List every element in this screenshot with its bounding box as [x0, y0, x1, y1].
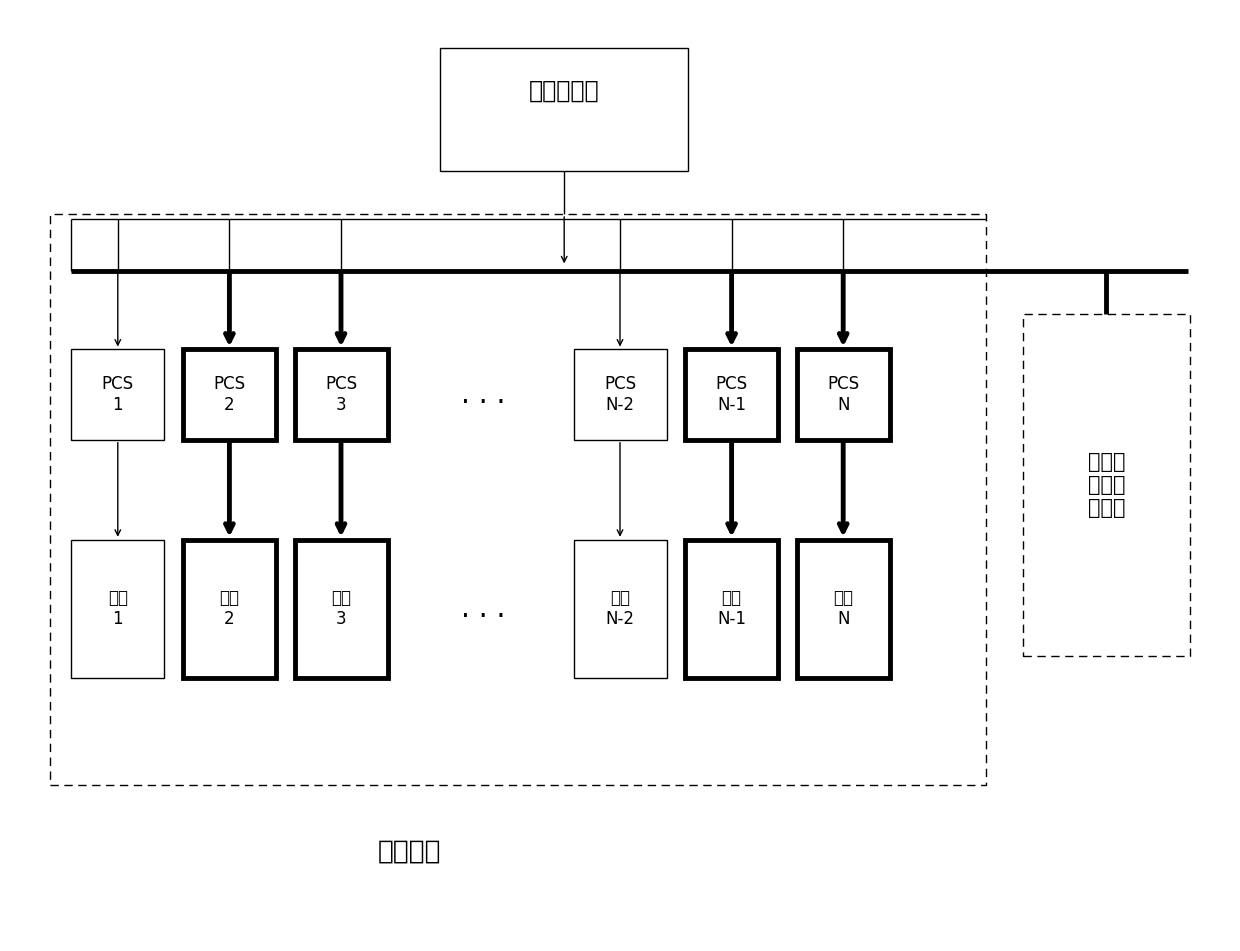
Text: PCS
N: PCS N: [827, 376, 859, 414]
Bar: [440, 48, 688, 171]
Bar: [184, 350, 275, 439]
Bar: [684, 540, 779, 677]
Bar: [71, 540, 164, 677]
Bar: [71, 350, 164, 439]
Bar: [50, 214, 986, 785]
Text: 电池
N: 电池 N: [833, 590, 853, 628]
Text: PCS
N-2: PCS N-2: [604, 376, 636, 414]
Bar: [295, 350, 387, 439]
Text: 电池
3: 电池 3: [331, 590, 351, 628]
Text: 电池
2: 电池 2: [219, 590, 239, 628]
Text: PCS
1: PCS 1: [102, 376, 134, 414]
Text: . . .: . . .: [461, 380, 506, 409]
Bar: [684, 350, 779, 439]
Text: . . .: . . .: [461, 594, 506, 623]
Bar: [573, 540, 667, 677]
Bar: [1023, 314, 1190, 656]
Text: 电池
N-1: 电池 N-1: [717, 590, 746, 628]
Text: 电池
1: 电池 1: [108, 590, 128, 628]
Text: PCS
N-1: PCS N-1: [715, 376, 748, 414]
Text: 储能单元: 储能单元: [377, 838, 441, 864]
Bar: [573, 350, 667, 439]
Text: 电池
N-2: 电池 N-2: [605, 590, 635, 628]
Bar: [295, 540, 387, 677]
Bar: [184, 540, 275, 677]
Bar: [797, 540, 890, 677]
Text: PCS
3: PCS 3: [325, 376, 357, 414]
Text: 储能控制器: 储能控制器: [529, 78, 599, 103]
Text: 风、光
联合发
电系统: 风、光 联合发 电系统: [1087, 452, 1126, 518]
Text: PCS
2: PCS 2: [213, 376, 246, 414]
Bar: [797, 350, 890, 439]
